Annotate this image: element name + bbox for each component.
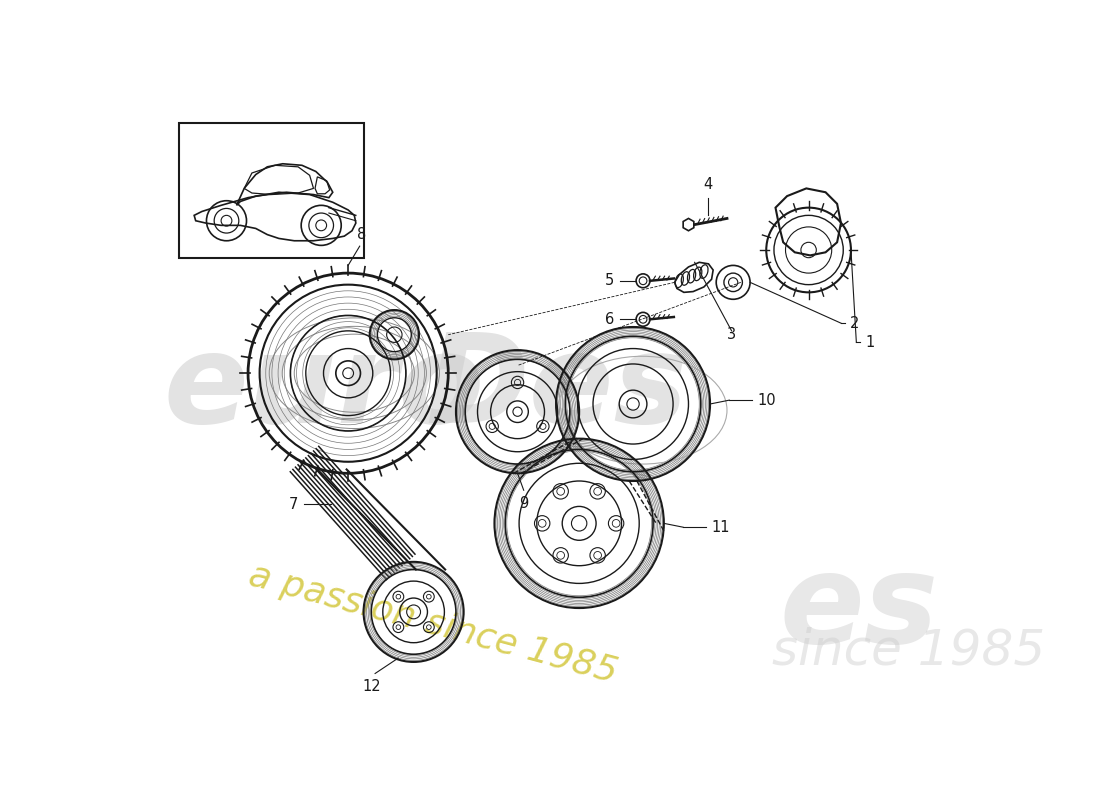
- Text: euro: euro: [163, 328, 485, 449]
- Text: 12: 12: [362, 679, 381, 694]
- Text: Des: Des: [425, 328, 688, 449]
- Text: 7: 7: [288, 497, 298, 512]
- Text: 10: 10: [758, 393, 777, 408]
- Text: 5: 5: [605, 274, 614, 288]
- Text: 1: 1: [866, 335, 874, 350]
- Text: 9: 9: [519, 496, 528, 511]
- Text: 3: 3: [727, 327, 736, 342]
- Bar: [178, 123, 363, 258]
- Text: es: es: [779, 547, 938, 669]
- Text: 2: 2: [850, 316, 859, 330]
- Text: since 1985: since 1985: [772, 626, 1045, 674]
- Text: 6: 6: [605, 312, 614, 326]
- Text: a passion since 1985: a passion since 1985: [245, 558, 620, 689]
- Text: 11: 11: [712, 520, 730, 534]
- Text: 4: 4: [703, 178, 713, 192]
- Text: 8: 8: [358, 227, 366, 242]
